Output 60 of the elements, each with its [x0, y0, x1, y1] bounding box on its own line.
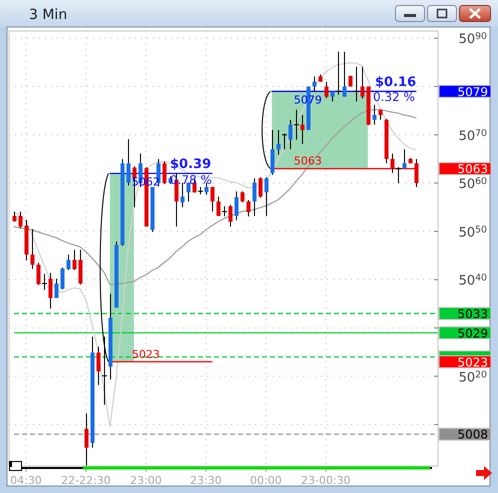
candlestick — [234, 190, 238, 221]
candlestick — [30, 228, 34, 270]
candlestick — [324, 81, 328, 99]
candlestick — [276, 129, 280, 156]
text: 5079 — [457, 84, 488, 99]
line-series — [13, 109, 416, 286]
text: 5063 — [457, 162, 488, 176]
candlestick — [54, 278, 58, 299]
x-tick-label: 00:00 — [250, 474, 282, 487]
y-tick-label: 50$^{70}$ — [458, 128, 488, 144]
y-tick-label: 50$^{60}$ — [458, 176, 488, 192]
candlestick — [264, 176, 268, 216]
annotation: $0.16 — [375, 75, 416, 90]
y-tick-label: 50$^{40}$ — [458, 272, 488, 289]
candlestick — [354, 66, 359, 102]
annotation: 0.32 % — [373, 90, 415, 104]
candlestick — [60, 267, 64, 290]
candlestick — [66, 254, 70, 271]
candlestick — [294, 109, 299, 140]
candlestick — [252, 178, 256, 216]
candlestick — [414, 158, 418, 188]
x-tick-label: 23:30 — [190, 474, 222, 487]
ref-line-label: 5033 — [457, 306, 488, 321]
candlestick — [282, 132, 287, 150]
candlestick — [126, 138, 130, 186]
candlestick — [96, 346, 100, 386]
ref-line-label: 5029 — [457, 326, 488, 340]
candlestick — [210, 186, 214, 212]
candlestick — [162, 160, 166, 185]
line-series — [13, 62, 416, 428]
ref-line-label: 5008 — [457, 428, 488, 442]
candlestick — [240, 190, 244, 203]
candlestick — [246, 200, 250, 217]
candlestick — [258, 176, 262, 198]
x-tick-label: 23:00 — [130, 474, 162, 487]
candlestick — [372, 104, 376, 126]
candlestick — [312, 76, 316, 92]
x-tick-label: 23-00:30 — [301, 474, 351, 487]
candlestick — [84, 412, 88, 466]
x-tick-label: 04:30 — [10, 474, 42, 487]
candlestick — [390, 153, 394, 174]
x-tick-label: 22-22:30 — [61, 474, 111, 487]
candlestick — [42, 273, 47, 290]
candlestick — [102, 336, 107, 406]
annotation: $0.39 — [170, 157, 212, 172]
y-tick-label: 50$^{90}$ — [458, 31, 488, 48]
candlestick — [402, 148, 406, 169]
chart-title: 3 Min — [29, 7, 68, 23]
text: 5023 — [457, 355, 488, 370]
candlestick — [18, 211, 22, 229]
candlestick — [72, 249, 76, 271]
candlestick — [378, 109, 382, 120]
candlestick — [222, 206, 227, 217]
candlestick — [336, 51, 341, 96]
y-tick-label: 50$^{20}$ — [458, 369, 488, 386]
candlestick — [78, 249, 82, 286]
candlestick — [396, 166, 401, 184]
data-label: 5063 — [294, 154, 322, 168]
y-tick-label: 50$^{50}$ — [458, 224, 488, 240]
candlestick — [270, 129, 274, 176]
